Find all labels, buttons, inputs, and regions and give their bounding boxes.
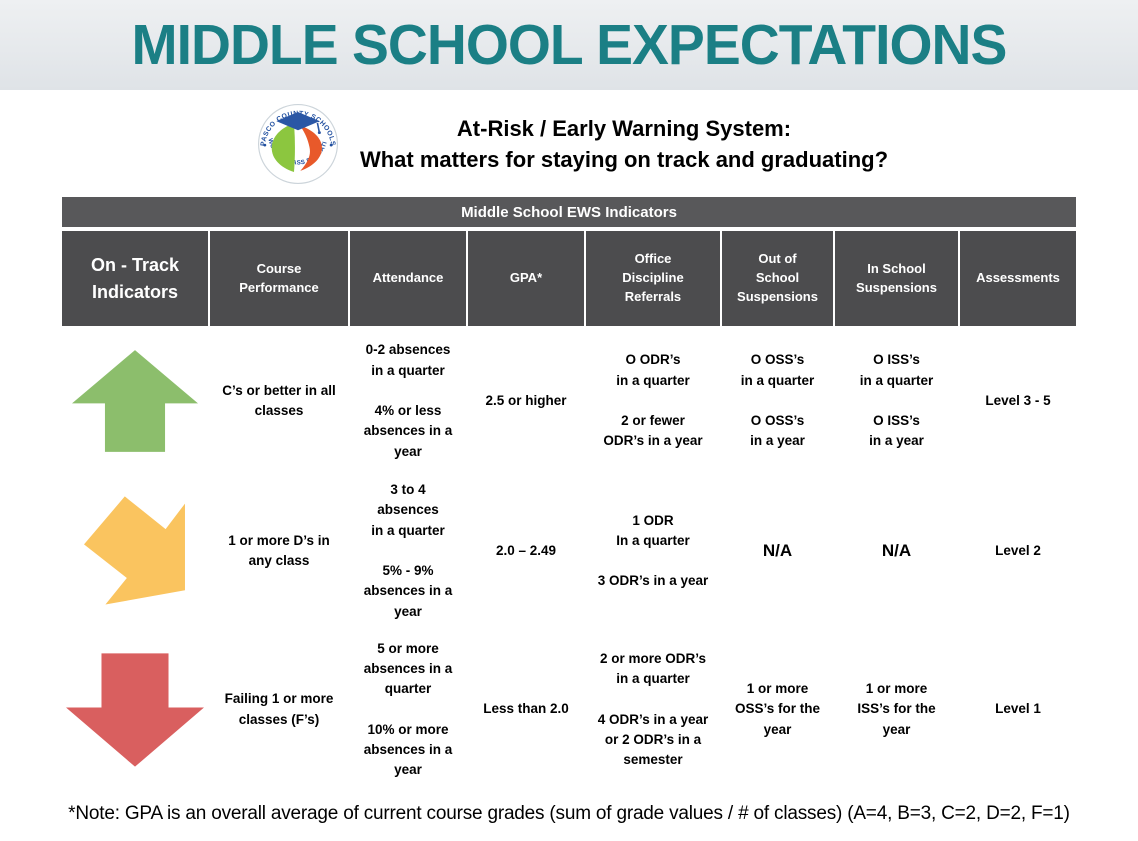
cell-assessments: Level 1	[995, 701, 1041, 717]
column-header-attendance: Attendance	[350, 231, 466, 326]
page-title: MIDDLE SCHOOL EXPECTATIONS	[131, 13, 1008, 77]
cell-gpa: 2.0 – 2.49	[495, 542, 557, 558]
cell-odr: 2 or more ODR’s in a quarter 4 ODR’s in …	[597, 650, 709, 767]
up-arrow-icon	[72, 350, 198, 452]
column-header-out-of-school-suspensions: Out of School Suspensions	[722, 231, 833, 326]
cell-course-performance: C’s or better in all classes	[222, 382, 336, 418]
column-header-office-discipline-referrals: Office Discipline Referrals	[586, 231, 720, 326]
table-caption: Middle School EWS Indicators	[62, 197, 1076, 227]
cell-oss: O OSS’s in a quarter O OSS’s in a year	[740, 352, 815, 449]
table-header-row: On - Track Indicators Course Performance…	[62, 231, 1076, 326]
logo-badge-icon: PASCO COUNTY SCHOOLS A WORLD-CLASS EDUCA…	[255, 99, 338, 184]
title-banner: MIDDLE SCHOOL EXPECTATIONS	[0, 0, 1138, 90]
on-track-indicator-cell	[62, 626, 208, 793]
pasco-county-schools-logo: PASCO COUNTY SCHOOLS A WORLD-CLASS EDUCA…	[255, 99, 338, 185]
cell-gpa: Less than 2.0	[483, 701, 569, 717]
cell-iss: O ISS’s in a quarter O ISS’s in a year	[859, 352, 934, 449]
cell-gpa: 2.5 or higher	[485, 392, 567, 408]
cell-oss: 1 or more OSS’s for the year	[734, 681, 820, 737]
column-header-assessments: Assessments	[960, 231, 1076, 326]
ews-table: Middle School EWS Indicators On - Track …	[62, 197, 1076, 793]
column-header-in-school-suspensions: In School Suspensions	[835, 231, 958, 326]
cell-odr: O ODR’s in a quarter 2 or fewer ODR’s in…	[603, 352, 703, 449]
cell-odr: 1 ODR In a quarter 3 ODR’s in a year	[597, 512, 709, 589]
diagonal-down-arrow-icon	[84, 496, 185, 605]
on-track-indicator-cell	[62, 476, 208, 626]
on-track-indicator-cell	[62, 326, 208, 476]
table-row-warning: 1 or more D’s in any class 3 to 4 absenc…	[62, 476, 1076, 626]
column-header-course-performance: Course Performance	[210, 231, 348, 326]
cell-oss: N/A	[762, 541, 793, 561]
logo-green-leaf	[271, 123, 295, 172]
table-row-off-track: Failing 1 or more classes (F’s) 5 or mor…	[62, 626, 1076, 793]
gpa-footnote: *Note: GPA is an overall average of curr…	[68, 803, 1070, 824]
cell-iss: N/A	[881, 541, 912, 561]
logo-orange-flag	[300, 125, 322, 171]
column-header-gpa: GPA*	[468, 231, 584, 326]
cell-iss: 1 or more ISS’s for the year	[857, 681, 936, 737]
cell-attendance: 0-2 absences in a quarter 4% or less abs…	[363, 342, 453, 459]
cell-assessments: Level 3 - 5	[985, 392, 1051, 408]
cell-attendance: 5 or more absences in a quarter 10% or m…	[363, 640, 453, 778]
subheader: PASCO COUNTY SCHOOLS A WORLD-CLASS EDUCA…	[0, 99, 1138, 185]
cell-course-performance: Failing 1 or more classes (F’s)	[224, 691, 334, 727]
cell-assessments: Level 2	[995, 542, 1041, 558]
column-header-on-track-indicators: On - Track Indicators	[62, 231, 208, 326]
subtitle-line-2: What matters for staying on track and gr…	[359, 147, 889, 172]
table-row-on-track: C’s or better in all classes 0-2 absence…	[62, 326, 1076, 476]
cell-attendance: 3 to 4 absences in a quarter 5% - 9% abs…	[363, 482, 453, 619]
cell-course-performance: 1 or more D’s in any class	[228, 532, 330, 568]
subtitle: At-Risk / Early Warning System: What mat…	[338, 113, 910, 175]
subtitle-line-1: At-Risk / Early Warning System:	[456, 116, 792, 141]
down-arrow-icon	[66, 652, 204, 767]
